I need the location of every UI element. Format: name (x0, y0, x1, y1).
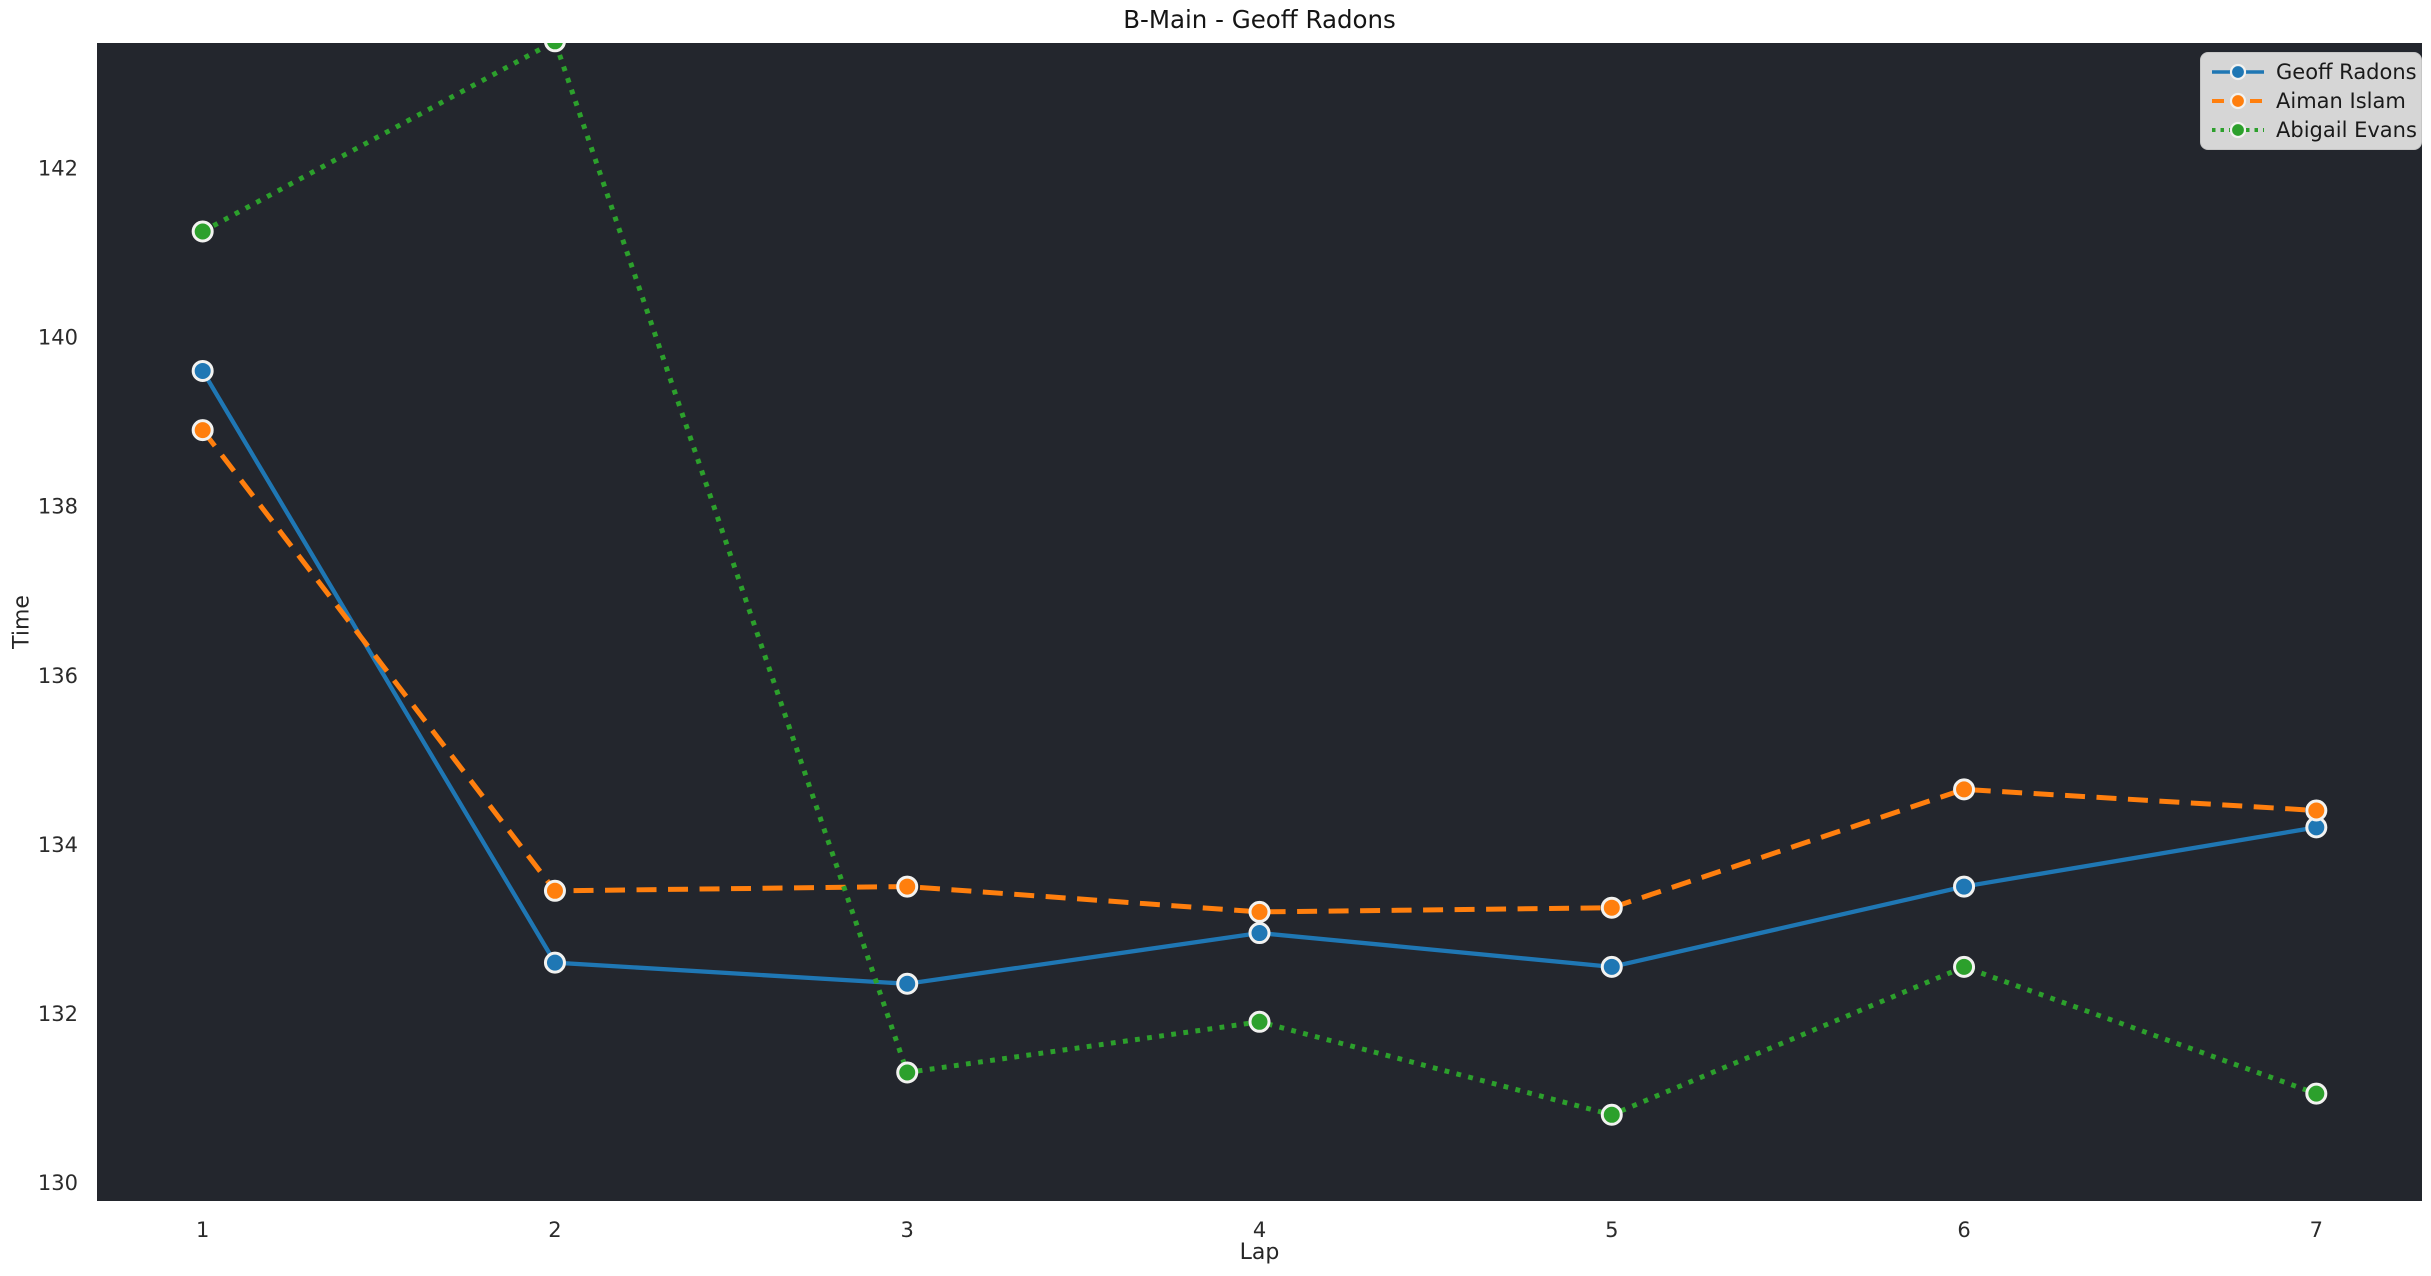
marker-abigail-evans-lap-2 (544, 43, 566, 53)
legend-line-sample (2212, 63, 2264, 80)
x-tick-label-1: 1 (196, 1218, 209, 1242)
y-tick-label-130: 130 (38, 1171, 78, 1195)
x-tick-label-2: 2 (548, 1218, 561, 1242)
y-axis-label: Time (9, 595, 35, 649)
marker-geoff-radons-lap-5 (1600, 955, 1623, 978)
legend-label: Geoff Radons (2276, 59, 2417, 84)
marker-abigail-evans-lap-1 (191, 220, 214, 243)
marker-aiman-islam-lap-5 (1600, 896, 1623, 919)
legend: Geoff Radons Aiman Islam Abigail Evans (2200, 52, 2422, 150)
series-geoff-radons (191, 359, 2328, 995)
series-aiman-islam (191, 419, 2328, 923)
marker-aiman-islam-lap-6 (1953, 778, 1976, 801)
legend-entry: Aiman Islam (2209, 89, 2413, 113)
y-tick-label-140: 140 (38, 326, 78, 350)
legend-entry: Abigail Evans (2209, 118, 2417, 142)
legend-label: Aiman Islam (2276, 88, 2406, 113)
marker-geoff-radons-lap-6 (1953, 875, 1976, 898)
y-tick-label-132: 132 (38, 1002, 78, 1026)
y-tick-label-136: 136 (38, 664, 78, 688)
marker-abigail-evans-lap-5 (1600, 1103, 1623, 1126)
x-tick-label-4: 4 (1253, 1218, 1266, 1242)
legend-sample-marker (2229, 122, 2247, 139)
marker-aiman-islam-lap-2 (543, 879, 566, 902)
legend-entry: Geoff Radons (2209, 60, 2417, 84)
y-tick-label-134: 134 (38, 833, 78, 857)
x-axis-label: Lap (1239, 1240, 1280, 1265)
marker-geoff-radons-lap-3 (896, 972, 919, 995)
plot-area (97, 43, 2422, 1201)
marker-aiman-islam-lap-7 (2305, 799, 2328, 822)
legend-sample-marker (2229, 63, 2247, 80)
legend-sample-marker (2229, 92, 2247, 110)
marker-abigail-evans-lap-4 (1248, 1010, 1271, 1033)
x-tick-label-7: 7 (2310, 1218, 2323, 1242)
legend-line-sample (2212, 122, 2264, 139)
marker-aiman-islam-lap-3 (896, 875, 919, 898)
legend-line-sample (2212, 92, 2264, 110)
x-tick-label-5: 5 (1605, 1218, 1618, 1242)
x-tick-label-3: 3 (901, 1218, 914, 1242)
y-tick-label-138: 138 (38, 495, 78, 519)
marker-geoff-radons-lap-4 (1248, 922, 1271, 945)
y-tick-label-142: 142 (38, 157, 78, 181)
marker-aiman-islam-lap-1 (191, 419, 214, 442)
legend-label: Abigail Evans (2276, 118, 2417, 143)
marker-geoff-radons-lap-1 (191, 359, 214, 382)
x-tick-label-6: 6 (1957, 1218, 1970, 1242)
chart-title: B-Main - Geoff Radons (1123, 5, 1396, 34)
series-abigail-evans (191, 43, 2328, 1126)
marker-abigail-evans-lap-7 (2305, 1082, 2328, 1105)
marker-geoff-radons-lap-2 (543, 951, 566, 974)
marker-abigail-evans-lap-6 (1953, 955, 1976, 978)
marker-aiman-islam-lap-4 (1248, 900, 1271, 923)
marker-abigail-evans-lap-3 (896, 1061, 919, 1084)
